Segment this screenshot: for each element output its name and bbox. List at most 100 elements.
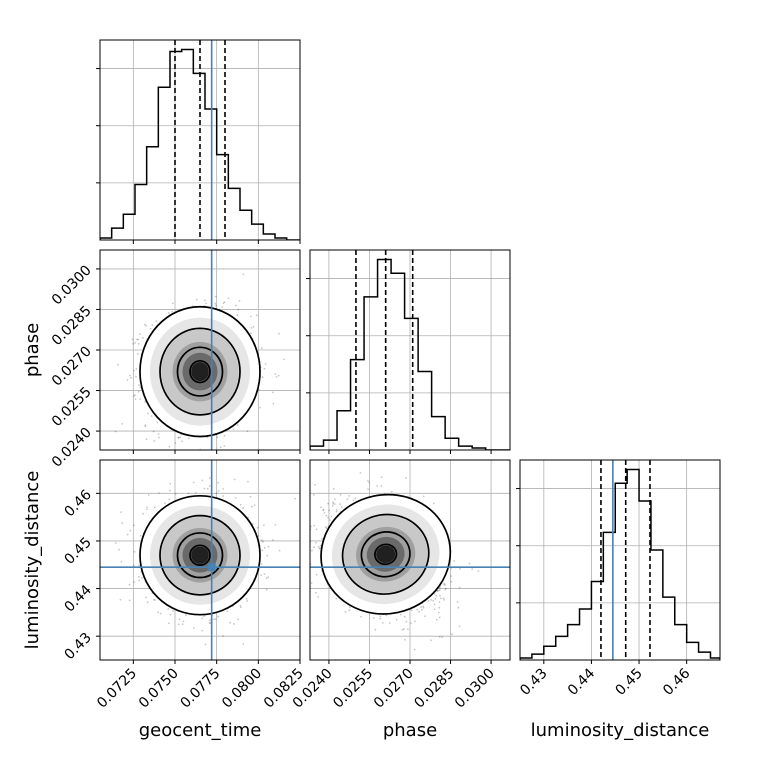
sample-point (374, 628, 377, 631)
sample-point (468, 562, 471, 565)
sample-point (132, 342, 135, 345)
sample-point (222, 488, 225, 490)
sample-point (223, 301, 226, 304)
y-tick-label: 0.43 (61, 630, 94, 663)
y-tick-label: 0.0240 (49, 425, 95, 471)
histogram-step (520, 468, 720, 660)
sample-point (135, 375, 137, 378)
sample-point (129, 529, 132, 532)
sample-point (208, 477, 211, 479)
sample-point (158, 490, 160, 492)
sample-point (139, 333, 141, 335)
sample-point (443, 583, 446, 585)
sample-point (339, 503, 341, 505)
sample-point (354, 497, 357, 500)
sample-point (141, 577, 143, 579)
sample-point (379, 617, 381, 620)
sample-point (222, 495, 225, 497)
sample-point (334, 498, 336, 501)
sample-point (328, 509, 331, 512)
sample-point (145, 438, 148, 441)
sample-point (234, 497, 237, 499)
contour-line (159, 514, 241, 596)
sample-point (232, 428, 235, 431)
sample-point (318, 547, 321, 550)
sample-point (247, 480, 249, 483)
sample-point (185, 614, 187, 617)
sample-point (274, 373, 277, 375)
sample-point (330, 515, 333, 518)
sample-point (206, 487, 209, 490)
sample-point (204, 299, 207, 302)
sample-point (254, 453, 256, 455)
sample-point (133, 395, 135, 398)
sample-point (159, 612, 162, 615)
sample-point (215, 492, 218, 494)
sample-point (203, 615, 205, 618)
sample-point (290, 551, 292, 553)
sample-point (315, 528, 318, 531)
sample-point (181, 440, 183, 443)
sample-point (265, 588, 268, 591)
sample-point (194, 492, 197, 494)
sample-point (187, 437, 190, 440)
contour-line (189, 359, 211, 384)
sample-point (320, 506, 322, 509)
sample-point (444, 584, 446, 587)
sample-point (174, 442, 177, 444)
sample-point (315, 591, 317, 594)
sample-point (144, 323, 146, 326)
sample-point (274, 524, 277, 526)
sample-point (298, 523, 300, 525)
sample-point (239, 503, 242, 506)
sample-point (126, 533, 129, 536)
sample-point (203, 487, 206, 490)
sample-point (360, 615, 362, 618)
sample-point (421, 608, 423, 611)
x-tick-label: 0.44 (565, 665, 598, 698)
sample-point (271, 539, 274, 541)
sample-point (437, 611, 440, 614)
sample-point (235, 304, 237, 307)
sample-point (168, 498, 171, 500)
scatter-geocent_time-vs-phase (96, 249, 301, 492)
sample-point (249, 315, 252, 318)
sample-point (157, 433, 160, 435)
sample-point (430, 639, 432, 642)
sample-point (145, 596, 147, 599)
sample-point (245, 597, 248, 600)
hist-luminosity_distance (516, 459, 721, 664)
sample-point (128, 583, 131, 586)
sample-point (168, 312, 170, 314)
sample-point (439, 594, 441, 597)
sample-point (451, 633, 453, 636)
sample-point (212, 618, 215, 620)
sample-point (246, 430, 249, 433)
sample-point (233, 478, 236, 481)
sample-point (186, 480, 188, 482)
sample-point (348, 606, 351, 609)
sample-point (327, 516, 329, 519)
sample-point (306, 552, 308, 554)
sample-point (208, 485, 211, 487)
sample-point (142, 336, 144, 339)
sample-point (145, 325, 148, 327)
sample-point (438, 616, 441, 619)
sample-point (264, 363, 267, 365)
sample-point (223, 445, 226, 447)
sample-point (420, 606, 422, 609)
contour-line (176, 532, 224, 579)
sample-point (136, 352, 139, 355)
sample-point (443, 599, 445, 601)
sample-point (294, 497, 296, 500)
sample-point (151, 324, 154, 327)
y-tick-label: 0.0255 (49, 384, 95, 430)
hist-phase (306, 249, 511, 454)
x-tick-label: 0.0285 (411, 666, 457, 712)
sample-point (147, 412, 149, 415)
contour-line (176, 346, 224, 397)
sample-point (146, 601, 149, 604)
sample-point (457, 606, 460, 609)
x-tick-label: 0.0270 (371, 666, 417, 712)
sample-point (422, 605, 424, 608)
